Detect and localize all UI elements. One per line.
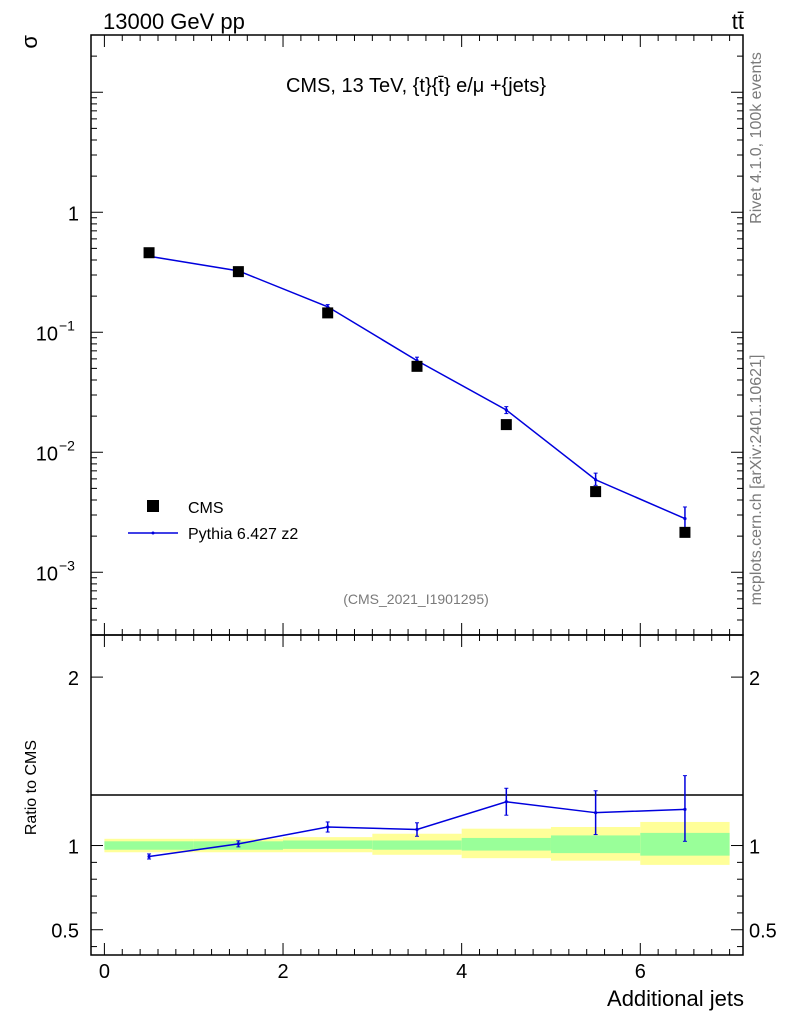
rivet-version-label: Rivet 4.1.0, 100k events	[748, 52, 765, 224]
main-y-tick-exponent: −2	[59, 437, 75, 453]
main-panel-frame	[90, 34, 744, 636]
cms-data-point	[143, 247, 155, 259]
legend-cms-label: CMS	[188, 500, 224, 517]
ratio-pythia-point	[236, 842, 240, 846]
legend: CMS Pythia 6.427 z2	[128, 500, 298, 543]
ratio-y-tick-label-left: 0.5	[51, 921, 79, 943]
cms-data-point	[411, 360, 423, 372]
legend-pythia-label: Pythia 6.427 z2	[188, 526, 298, 543]
legend-cms-marker	[147, 500, 159, 512]
pythia-point	[504, 408, 508, 412]
ratio-stat-band-4	[461, 837, 551, 851]
ratio-pythia-point	[504, 800, 508, 804]
ratio-stat-band-5	[550, 835, 641, 854]
pythia-line	[148, 255, 686, 520]
ratio-stat-band-6	[640, 832, 730, 856]
x-tick-label: 0	[99, 961, 110, 983]
main-panel-marks	[143, 247, 691, 538]
process-label: tt̄	[732, 9, 744, 34]
ratio-pythia-point	[683, 807, 687, 811]
main-y-tick-exponent: −3	[59, 557, 75, 573]
ratio-pythia-point	[594, 811, 598, 815]
main-y-tick-label: 10	[36, 563, 58, 585]
analysis-title: CMS, 13 TeV, {t}{t̄} e/μ +{jets}	[286, 75, 546, 97]
cms-data-point	[590, 486, 602, 498]
mcplots-label: mcplots.cern.ch [arXiv:2401.10621]	[748, 355, 765, 606]
x-axis-title: Additional jets	[607, 986, 744, 1011]
ratio-y-tick-label-left: 1	[68, 837, 79, 859]
cms-data-point	[679, 526, 691, 538]
ratio-y-tick-label-left: 2	[68, 668, 79, 690]
legend-pythia-marker	[151, 531, 155, 535]
ratio-y-tick-label-right: 0.5	[749, 921, 777, 943]
analysis-id: (CMS_2021_I1901295)	[343, 591, 489, 607]
main-y-tick-label: 1	[68, 203, 79, 225]
cms-data-point	[500, 419, 512, 431]
main-y-tick-label: 10	[36, 323, 58, 345]
ratio-y-tick-label-right: 2	[749, 668, 760, 690]
main-y-tick-label: 10	[36, 443, 58, 465]
ratio-pythia-point	[147, 854, 151, 859]
y-tick-labels: 110−110−210 −30.5 0.51 12 2	[36, 203, 777, 942]
pythia-point	[594, 478, 598, 482]
ratio-stat-band-3	[372, 840, 462, 850]
energy-label: 13000 GeV pp	[103, 9, 245, 34]
main-panel-ticks	[91, 34, 743, 636]
ratio-panel-frame	[90, 634, 744, 956]
x-tick-label: 6	[635, 961, 646, 983]
ratio-pythia-point	[415, 827, 419, 832]
x-tick-labels: 0 2 4 6	[99, 961, 646, 983]
ratio-y-tick-label-right: 1	[749, 837, 760, 859]
x-tick-label: 2	[277, 961, 288, 983]
main-y-tick-exponent: −1	[59, 317, 75, 333]
ratio-pythia-point	[326, 825, 330, 829]
cms-data-point	[322, 307, 334, 319]
ratio-panel-marks	[147, 775, 687, 860]
ratio-panel-ticks	[91, 635, 743, 955]
ratio-y-axis-title: Ratio to CMS	[23, 740, 40, 835]
ratio-stat-band-0	[104, 841, 194, 850]
ratio-stat-band-2	[283, 840, 373, 849]
cms-data-point	[232, 266, 244, 278]
pythia-point	[683, 516, 687, 521]
main-y-axis-title: σ	[17, 35, 42, 49]
x-tick-label: 4	[456, 961, 467, 983]
